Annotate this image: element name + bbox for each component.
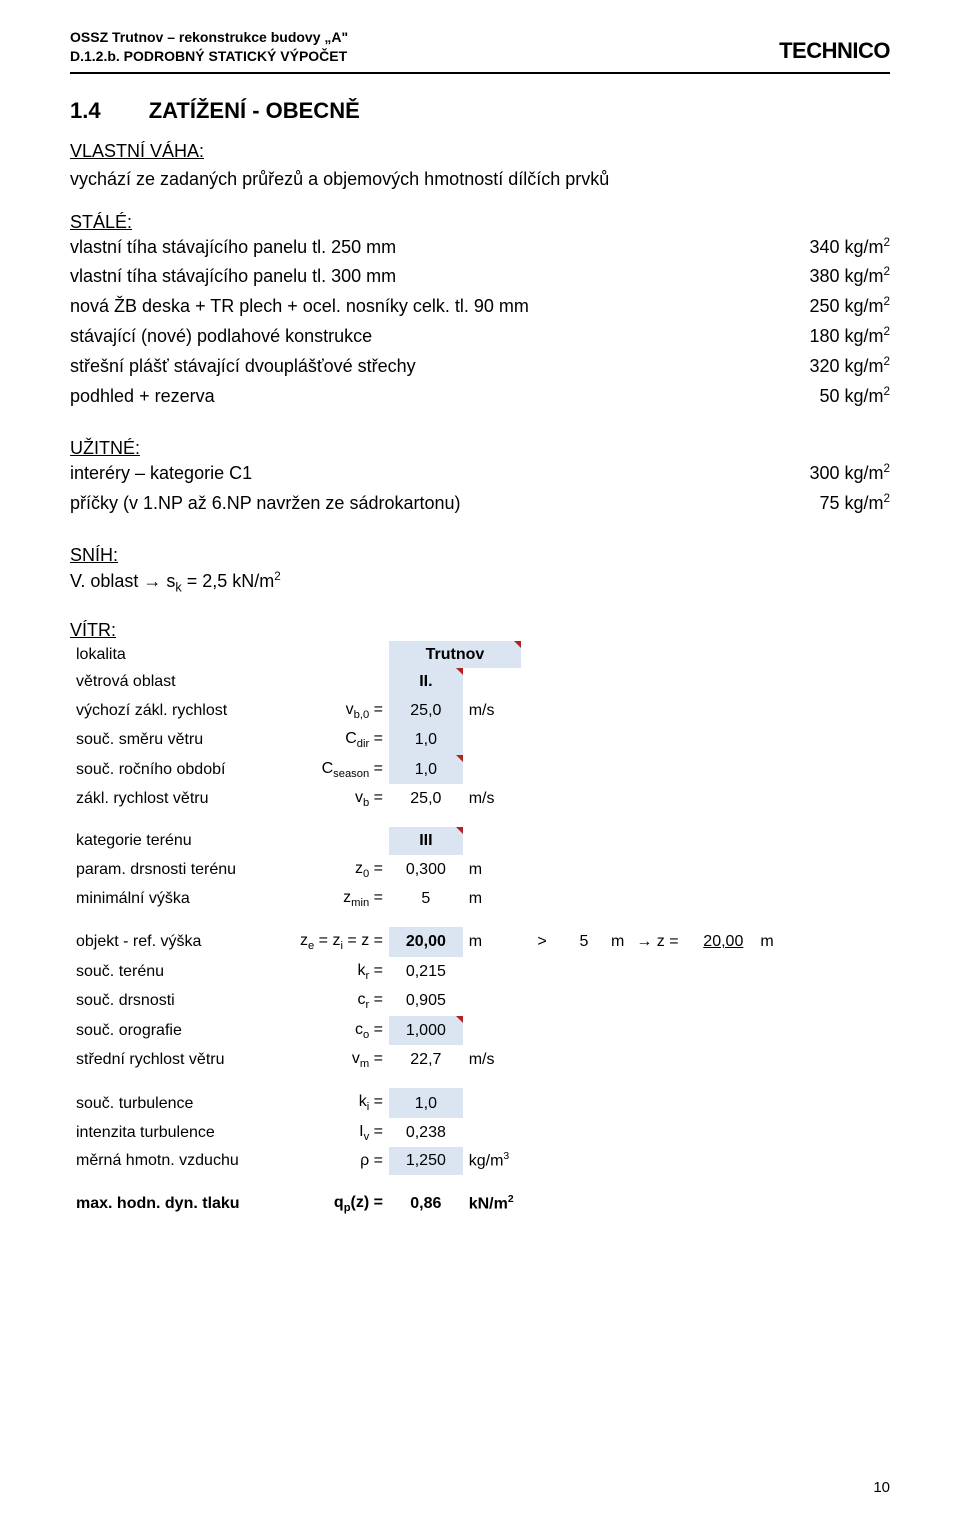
row-oblast: větrová oblast II. (70, 668, 780, 695)
load-row: nová ŽB deska + TR plech + ocel. nosníky… (70, 292, 890, 322)
section-title: ZATÍŽENÍ - OBECNĚ (149, 98, 360, 123)
load-row: vlastní tíha stávajícího panelu tl. 250 … (70, 233, 890, 263)
header-rule (70, 72, 890, 74)
row-vm: střední rychlost větru vm = 22,7 m/s (70, 1045, 780, 1074)
row-zmin: minimální výška zmin = 5 m (70, 884, 780, 913)
section-number: 1.4 (70, 98, 101, 124)
row-lokalita: lokalita Trutnov (70, 641, 780, 668)
row-co: souč. orografie co = 1,000 (70, 1016, 780, 1045)
load-row: interéry – kategorie C1300 kg/m2 (70, 459, 890, 489)
row-vb: zákl. rychlost větru vb = 25,0 m/s (70, 784, 780, 813)
load-row: stávající (nové) podlahové konstrukce180… (70, 322, 890, 352)
vlastni-vaha-intro: vychází ze zadaných průřezů a objemových… (70, 169, 609, 189)
row-ki: souč. turbulence ki = 1,0 (70, 1088, 780, 1117)
row-rho: měrná hmotn. vzduchu ρ = 1,250 kg/m3 (70, 1147, 780, 1175)
page-number: 10 (873, 1479, 890, 1496)
snih-heading: SNÍH: (70, 545, 890, 566)
row-cdir: souč. směru větru Cdir = 1,0 (70, 725, 780, 754)
row-kat: kategorie terénu III (70, 827, 780, 854)
load-row: podhled + rezerva50 kg/m2 (70, 382, 890, 412)
row-vb0: výchozí zákl. rychlost vb,0 = 25,0 m/s (70, 696, 780, 725)
brand-logo: TECHNICO (779, 38, 890, 64)
snih-line: V. oblast → sk = 2,5 kN/m2 (70, 570, 890, 595)
row-z0: param. drsnosti terénu z0 = 0,300 m (70, 855, 780, 884)
uzitne-heading: UŽITNÉ: (70, 438, 890, 459)
row-qp: max. hodn. dyn. tlaku qp(z) = 0,86 kN/m2 (70, 1189, 780, 1218)
load-row: vlastní tíha stávajícího panelu tl. 300 … (70, 262, 890, 292)
vitr-heading: VÍTR: (70, 620, 890, 641)
lokalita-value: Trutnov (389, 641, 521, 668)
row-cr: souč. drsnosti cr = 0,905 (70, 986, 780, 1015)
header-line1: OSSZ Trutnov – rekonstrukce budovy „A" (70, 28, 890, 47)
stale-table: vlastní tíha stávajícího panelu tl. 250 … (70, 233, 890, 412)
wind-table: lokalita Trutnov větrová oblast II. vých… (70, 641, 780, 1218)
stale-heading: STÁLÉ: (70, 212, 890, 233)
header-line2: D.1.2.b. PODROBNÝ STATICKÝ VÝPOČET (70, 47, 890, 66)
row-iv: intenzita turbulence Iv = 0,238 (70, 1118, 780, 1147)
uzitne-table: interéry – kategorie C1300 kg/m2příčky (… (70, 459, 890, 519)
load-row: střešní plášť stávající dvouplášťové stř… (70, 352, 890, 382)
row-cseason: souč. ročního období Cseason = 1,0 (70, 755, 780, 784)
row-objekt: objekt - ref. výška ze = zi = z = 20,00 … (70, 927, 780, 956)
load-row: příčky (v 1.NP až 6.NP navržen ze sádrok… (70, 489, 890, 519)
vlastni-vaha-heading: VLASTNÍ VÁHA: (70, 141, 204, 161)
section-heading: 1.4 ZATÍŽENÍ - OBECNĚ (70, 98, 890, 124)
oblast-value: II. (389, 668, 463, 695)
row-kr: souč. terénu kr = 0,215 (70, 957, 780, 986)
